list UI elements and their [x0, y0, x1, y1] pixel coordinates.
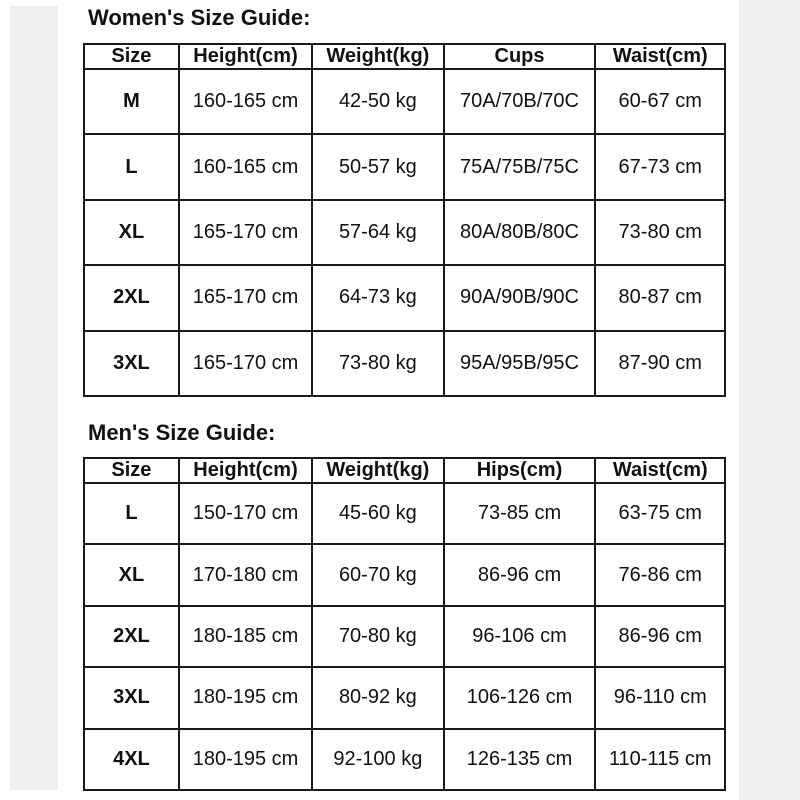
table-row: 2XL 165-170 cm 64-73 kg 90A/90B/90C 80-8…: [83, 264, 726, 332]
column-header-weight: Weight(kg): [311, 43, 445, 70]
table-cell-hips: 106-126 cm: [442, 666, 597, 730]
table-row: XL 170-180 cm 60-70 kg 86-96 cm 76-86 cm: [83, 543, 726, 607]
table-cell-size: M: [83, 67, 180, 136]
table-cell-hips: 73-85 cm: [442, 481, 597, 546]
table-cell-waist: 110-115 cm: [594, 727, 726, 792]
table-cell-waist: 73-80 cm: [594, 198, 726, 267]
column-header-cups: Cups: [442, 43, 597, 70]
table-cell-size: XL: [83, 543, 180, 607]
column-header-height: Height(cm): [177, 43, 314, 70]
mens-size-table: Size Height(cm) Weight(kg) Hips(cm) Wais…: [83, 457, 726, 792]
table-cell-waist: 60-67 cm: [594, 67, 726, 136]
table-row: 3XL 180-195 cm 80-92 kg 106-126 cm 96-11…: [83, 666, 726, 730]
table-cell-waist: 87-90 cm: [594, 329, 726, 398]
table-cell-cups: 90A/90B/90C: [442, 264, 597, 332]
table-cell-height: 180-195 cm: [177, 727, 314, 792]
table-cell-size: 2XL: [83, 604, 180, 669]
column-header-size: Size: [83, 457, 180, 484]
table-row: L 150-170 cm 45-60 kg 73-85 cm 63-75 cm: [83, 481, 726, 546]
table-cell-cups: 95A/95B/95C: [442, 329, 597, 398]
column-header-height: Height(cm): [177, 457, 314, 484]
table-cell-cups: 75A/75B/75C: [442, 133, 597, 201]
womens-size-table: Size Height(cm) Weight(kg) Cups Waist(cm…: [83, 43, 726, 398]
table-row: 4XL 180-195 cm 92-100 kg 126-135 cm 110-…: [83, 727, 726, 792]
table-cell-height: 180-185 cm: [177, 604, 314, 669]
table-row: 2XL 180-185 cm 70-80 kg 96-106 cm 86-96 …: [83, 604, 726, 669]
table-cell-weight: 50-57 kg: [311, 133, 445, 201]
table-cell-size: L: [83, 481, 180, 546]
table-cell-hips: 86-96 cm: [442, 543, 597, 607]
table-cell-height: 165-170 cm: [177, 329, 314, 398]
table-cell-height: 165-170 cm: [177, 198, 314, 267]
table-cell-height: 150-170 cm: [177, 481, 314, 546]
table-cell-size: 3XL: [83, 329, 180, 398]
table-cell-weight: 80-92 kg: [311, 666, 445, 730]
table-cell-height: 180-195 cm: [177, 666, 314, 730]
table-cell-height: 160-165 cm: [177, 67, 314, 136]
table-cell-size: 4XL: [83, 727, 180, 792]
mens-header-row: Size Height(cm) Weight(kg) Hips(cm) Wais…: [83, 457, 726, 484]
table-cell-size: 2XL: [83, 264, 180, 332]
table-cell-cups: 80A/80B/80C: [442, 198, 597, 267]
table-row: 3XL 165-170 cm 73-80 kg 95A/95B/95C 87-9…: [83, 329, 726, 398]
mens-size-guide-title: Men's Size Guide:: [88, 420, 276, 445]
table-cell-weight: 57-64 kg: [311, 198, 445, 267]
table-cell-hips: 96-106 cm: [442, 604, 597, 669]
table-cell-height: 170-180 cm: [177, 543, 314, 607]
table-cell-waist: 86-96 cm: [594, 604, 726, 669]
table-cell-weight: 42-50 kg: [311, 67, 445, 136]
table-cell-hips: 126-135 cm: [442, 727, 597, 792]
column-header-waist: Waist(cm): [594, 457, 726, 484]
table-row: XL 165-170 cm 57-64 kg 80A/80B/80C 73-80…: [83, 198, 726, 267]
table-cell-height: 165-170 cm: [177, 264, 314, 332]
table-cell-weight: 60-70 kg: [311, 543, 445, 607]
table-cell-cups: 70A/70B/70C: [442, 67, 597, 136]
table-cell-waist: 80-87 cm: [594, 264, 726, 332]
right-margin-stripe: [739, 0, 800, 800]
womens-size-guide-title: Women's Size Guide:: [88, 5, 311, 30]
table-cell-size: L: [83, 133, 180, 201]
table-cell-weight: 73-80 kg: [311, 329, 445, 398]
table-cell-size: XL: [83, 198, 180, 267]
column-header-waist: Waist(cm): [594, 43, 726, 70]
table-cell-weight: 70-80 kg: [311, 604, 445, 669]
table-cell-waist: 76-86 cm: [594, 543, 726, 607]
table-cell-height: 160-165 cm: [177, 133, 314, 201]
table-cell-weight: 92-100 kg: [311, 727, 445, 792]
table-cell-waist: 67-73 cm: [594, 133, 726, 201]
table-cell-weight: 64-73 kg: [311, 264, 445, 332]
table-cell-weight: 45-60 kg: [311, 481, 445, 546]
table-cell-waist: 96-110 cm: [594, 666, 726, 730]
table-row: M 160-165 cm 42-50 kg 70A/70B/70C 60-67 …: [83, 67, 726, 136]
table-row: L 160-165 cm 50-57 kg 75A/75B/75C 67-73 …: [83, 133, 726, 201]
left-margin-stripe: [10, 6, 58, 790]
table-cell-waist: 63-75 cm: [594, 481, 726, 546]
womens-header-row: Size Height(cm) Weight(kg) Cups Waist(cm…: [83, 43, 726, 70]
column-header-size: Size: [83, 43, 180, 70]
column-header-hips: Hips(cm): [442, 457, 597, 484]
table-cell-size: 3XL: [83, 666, 180, 730]
column-header-weight: Weight(kg): [311, 457, 445, 484]
